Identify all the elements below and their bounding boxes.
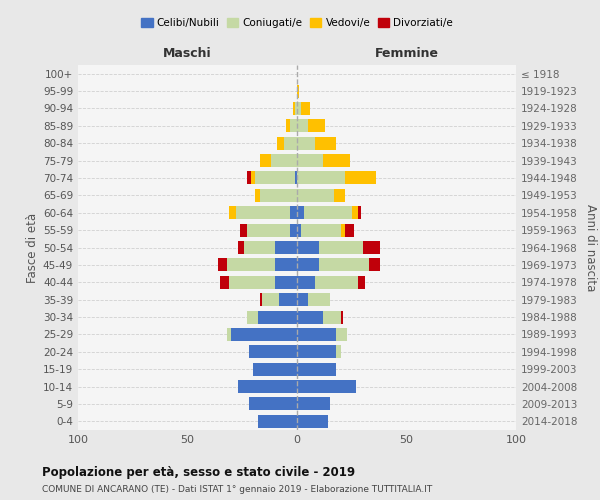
- Text: Popolazione per età, sesso e stato civile - 2019: Popolazione per età, sesso e stato civil…: [42, 466, 355, 479]
- Bar: [341, 224, 345, 236]
- Bar: [290, 224, 297, 236]
- Bar: [275, 276, 297, 289]
- Bar: [308, 293, 330, 306]
- Bar: [232, 328, 297, 341]
- Bar: [297, 415, 328, 428]
- Bar: [297, 398, 330, 410]
- Bar: [238, 241, 244, 254]
- Bar: [341, 310, 343, 324]
- Bar: [275, 241, 297, 254]
- Bar: [257, 415, 297, 428]
- Bar: [284, 136, 297, 149]
- Bar: [314, 276, 358, 289]
- Bar: [277, 136, 284, 149]
- Bar: [262, 293, 280, 306]
- Bar: [229, 276, 275, 289]
- Bar: [293, 102, 295, 115]
- Bar: [301, 102, 310, 115]
- Bar: [297, 293, 308, 306]
- Bar: [301, 224, 341, 236]
- Y-axis label: Anni di nascita: Anni di nascita: [584, 204, 597, 291]
- Bar: [297, 102, 301, 115]
- Bar: [271, 154, 297, 167]
- Bar: [337, 328, 347, 341]
- Bar: [297, 328, 337, 341]
- Bar: [297, 172, 345, 184]
- Bar: [334, 189, 345, 202]
- Bar: [297, 346, 337, 358]
- Bar: [308, 120, 325, 132]
- Text: COMUNE DI ANCARANO (TE) - Dati ISTAT 1° gennaio 2019 - Elaborazione TUTTITALIA.I: COMUNE DI ANCARANO (TE) - Dati ISTAT 1° …: [42, 485, 432, 494]
- Bar: [297, 362, 337, 376]
- Bar: [227, 328, 232, 341]
- Bar: [249, 398, 297, 410]
- Bar: [297, 189, 334, 202]
- Bar: [297, 310, 323, 324]
- Bar: [297, 206, 304, 220]
- Bar: [297, 120, 308, 132]
- Bar: [290, 120, 297, 132]
- Bar: [295, 172, 297, 184]
- Bar: [218, 258, 227, 272]
- Bar: [323, 154, 350, 167]
- Y-axis label: Fasce di età: Fasce di età: [26, 212, 39, 282]
- Bar: [253, 362, 297, 376]
- Bar: [220, 276, 229, 289]
- Bar: [369, 258, 380, 272]
- Text: Maschi: Maschi: [163, 47, 212, 60]
- Bar: [249, 346, 297, 358]
- Bar: [247, 224, 290, 236]
- Bar: [319, 241, 362, 254]
- Bar: [304, 206, 352, 220]
- Bar: [244, 241, 275, 254]
- Bar: [345, 224, 354, 236]
- Bar: [314, 136, 337, 149]
- Bar: [240, 224, 247, 236]
- Bar: [238, 380, 297, 393]
- Bar: [251, 172, 256, 184]
- Bar: [297, 380, 356, 393]
- Text: Femmine: Femmine: [374, 47, 439, 60]
- Bar: [260, 293, 262, 306]
- Bar: [257, 310, 297, 324]
- Bar: [297, 154, 323, 167]
- Legend: Celibi/Nubili, Coniugati/e, Vedovi/e, Divorziati/e: Celibi/Nubili, Coniugati/e, Vedovi/e, Di…: [137, 14, 457, 32]
- Bar: [236, 206, 290, 220]
- Bar: [352, 206, 358, 220]
- Bar: [297, 258, 319, 272]
- Bar: [297, 136, 314, 149]
- Bar: [297, 84, 299, 98]
- Bar: [362, 241, 380, 254]
- Bar: [337, 346, 341, 358]
- Bar: [297, 241, 319, 254]
- Bar: [290, 206, 297, 220]
- Bar: [275, 258, 297, 272]
- Bar: [260, 189, 297, 202]
- Bar: [297, 276, 314, 289]
- Bar: [227, 258, 275, 272]
- Bar: [229, 206, 236, 220]
- Bar: [345, 172, 376, 184]
- Bar: [247, 172, 251, 184]
- Bar: [260, 154, 271, 167]
- Bar: [358, 206, 361, 220]
- Bar: [323, 310, 341, 324]
- Bar: [280, 293, 297, 306]
- Bar: [297, 224, 301, 236]
- Bar: [319, 258, 369, 272]
- Bar: [256, 172, 295, 184]
- Bar: [286, 120, 290, 132]
- Bar: [247, 310, 257, 324]
- Bar: [358, 276, 365, 289]
- Bar: [256, 189, 260, 202]
- Bar: [295, 102, 297, 115]
